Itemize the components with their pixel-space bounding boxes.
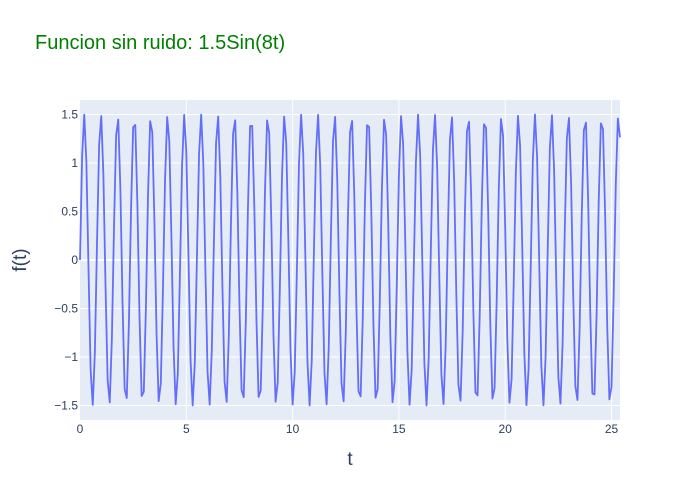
x-tick-label: 0 [77, 422, 84, 436]
y-tick-label: 0 [71, 253, 78, 267]
y-tick-label: 0.5 [61, 205, 78, 219]
y-axis-title: f(t) [10, 248, 31, 271]
chart-title: Funcion sin ruido: 1.5Sin(8t) [35, 32, 286, 54]
y-tick-label: −1.5 [54, 398, 78, 412]
x-tick-label: 15 [392, 422, 406, 436]
x-tick-labels: 0 5 10 15 20 25 [77, 422, 619, 436]
y-tick-label: 1.5 [61, 108, 78, 122]
x-tick-label: 10 [286, 422, 300, 436]
x-tick-label: 5 [183, 422, 190, 436]
x-axis-title: t [347, 449, 353, 470]
x-tick-label: 25 [605, 422, 619, 436]
y-tick-label: 1 [71, 156, 78, 170]
y-tick-label: −0.5 [54, 301, 78, 315]
x-tick-label: 20 [499, 422, 513, 436]
y-tick-label: −1 [64, 350, 78, 364]
y-tick-labels: −1.5 −1 −0.5 0 0.5 1 1.5 [54, 108, 78, 413]
series-line [79, 113, 621, 407]
series-layer [79, 113, 621, 407]
